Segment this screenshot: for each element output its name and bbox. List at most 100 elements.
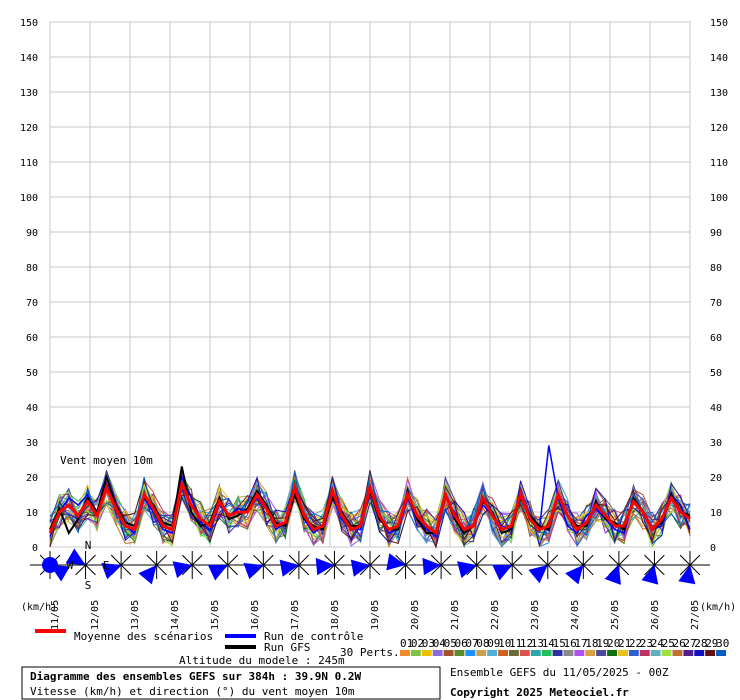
member-swatch <box>400 650 410 656</box>
footer-box <box>21 666 441 700</box>
member-swatch <box>596 650 607 656</box>
member-swatch <box>639 650 650 656</box>
wind-spoke <box>440 564 452 576</box>
wind-spoke <box>511 554 523 566</box>
date-labels: 11/05 12/05 13/05 14/05 15/05 16/05 17/05 18/05… <box>50 600 701 630</box>
member-swatch <box>618 650 628 656</box>
member-number: 11 <box>509 637 522 650</box>
wind-spoke <box>466 554 478 566</box>
member-swatch <box>476 650 487 656</box>
wind-spoke <box>181 554 193 566</box>
compass-w: W <box>67 559 74 572</box>
wind-rose <box>279 551 313 579</box>
wind-wedge <box>641 565 659 585</box>
legend-mean-label: Moyenne des scénarios <box>74 630 213 643</box>
mean-line <box>48 479 691 536</box>
wind-rose <box>207 551 242 581</box>
compass-e: E <box>103 559 110 572</box>
member-number: 20 <box>607 637 620 650</box>
y-tick-left: 120 <box>20 123 38 134</box>
run-label: Ensemble GEFS du 11/05/2025 - 00Z <box>450 666 669 679</box>
member-swatch <box>410 650 421 656</box>
wind-spoke <box>689 554 701 566</box>
wind-spoke <box>191 564 203 576</box>
calm-disc <box>42 557 58 573</box>
wind-spoke <box>689 564 701 576</box>
wind-spoke <box>288 554 300 566</box>
y-unit-right: (km/h) <box>700 602 736 613</box>
wind-spoke <box>395 564 406 576</box>
member-swatch <box>628 650 639 656</box>
y-tick-right: 0 <box>710 543 716 554</box>
wind-spoke <box>85 564 96 576</box>
member-number: 13 <box>531 637 544 650</box>
member-number: 10 <box>498 637 511 650</box>
member-number: 23 <box>640 637 653 650</box>
date-label: 19/05 <box>370 600 381 630</box>
wind-spoke <box>405 564 416 576</box>
footer-subtitle: Vitesse (km/h) et direction (°) du vent … <box>30 685 355 698</box>
date-label: 17/05 <box>290 600 301 630</box>
wind-spoke <box>253 554 264 566</box>
member-number: 08 <box>476 637 489 650</box>
wind-spoke <box>582 564 594 576</box>
series-caption: Vent moyen 10m <box>60 454 153 467</box>
wind-spoke <box>618 564 630 576</box>
member-swatch <box>563 650 574 656</box>
date-label: 23/05 <box>530 600 541 630</box>
member-number: 09 <box>487 637 500 650</box>
member-swatch <box>683 650 694 656</box>
member-swatch <box>672 650 683 656</box>
date-label: 22/05 <box>490 600 501 630</box>
wind-rose <box>565 551 598 585</box>
date-label: 20/05 <box>410 600 421 630</box>
main-series <box>48 445 691 538</box>
wind-spoke <box>679 554 691 566</box>
wind-wedge <box>243 563 264 580</box>
wind-wedge <box>492 564 513 581</box>
wind-spoke <box>156 564 167 576</box>
wind-wedge <box>386 553 406 571</box>
member-number: 19 <box>596 637 609 650</box>
y-tick-left: 100 <box>20 193 38 204</box>
legend-control-label: Run de contrôle <box>264 630 363 643</box>
wind-rose <box>457 551 491 579</box>
y-tick-left: 140 <box>20 53 38 64</box>
y-tick-left: 60 <box>26 333 38 344</box>
date-label: 18/05 <box>330 600 341 630</box>
member-number: 28 <box>694 637 707 650</box>
wind-spoke <box>262 554 274 566</box>
date-label: 14/05 <box>170 600 181 630</box>
date-label: 26/05 <box>650 600 661 630</box>
date-label: 15/05 <box>210 600 221 630</box>
compass-s: S <box>85 579 92 592</box>
member-swatch <box>574 650 585 656</box>
member-number: 24 <box>651 637 665 650</box>
wind-spoke <box>120 554 132 566</box>
wind-spoke <box>476 554 487 566</box>
wind-spoke <box>440 554 452 566</box>
y-tick-right: 70 <box>710 298 722 309</box>
y-tick-left: 0 <box>32 543 38 554</box>
wind-spoke <box>191 554 203 566</box>
wind-spoke <box>227 554 239 566</box>
wind-spoke <box>288 564 300 576</box>
wind-spoke <box>85 554 96 566</box>
wind-wedge <box>422 557 442 576</box>
wind-spoke <box>430 564 442 576</box>
wind-spoke <box>227 564 239 576</box>
wind-spoke <box>654 564 665 576</box>
y-tick-right: 10 <box>710 508 722 519</box>
y-tick-right: 90 <box>710 228 722 239</box>
wind-spoke <box>466 564 478 576</box>
date-label: 24/05 <box>570 600 581 630</box>
member-number: 27 <box>683 637 696 650</box>
y-tick-left: 50 <box>26 368 38 379</box>
wind-rose <box>243 551 278 580</box>
member-number: 04 <box>433 637 447 650</box>
wind-wedge <box>279 559 299 577</box>
wind-wedge <box>528 565 548 584</box>
y-tick-left: 20 <box>26 473 38 484</box>
y-tick-right: 150 <box>710 18 728 29</box>
